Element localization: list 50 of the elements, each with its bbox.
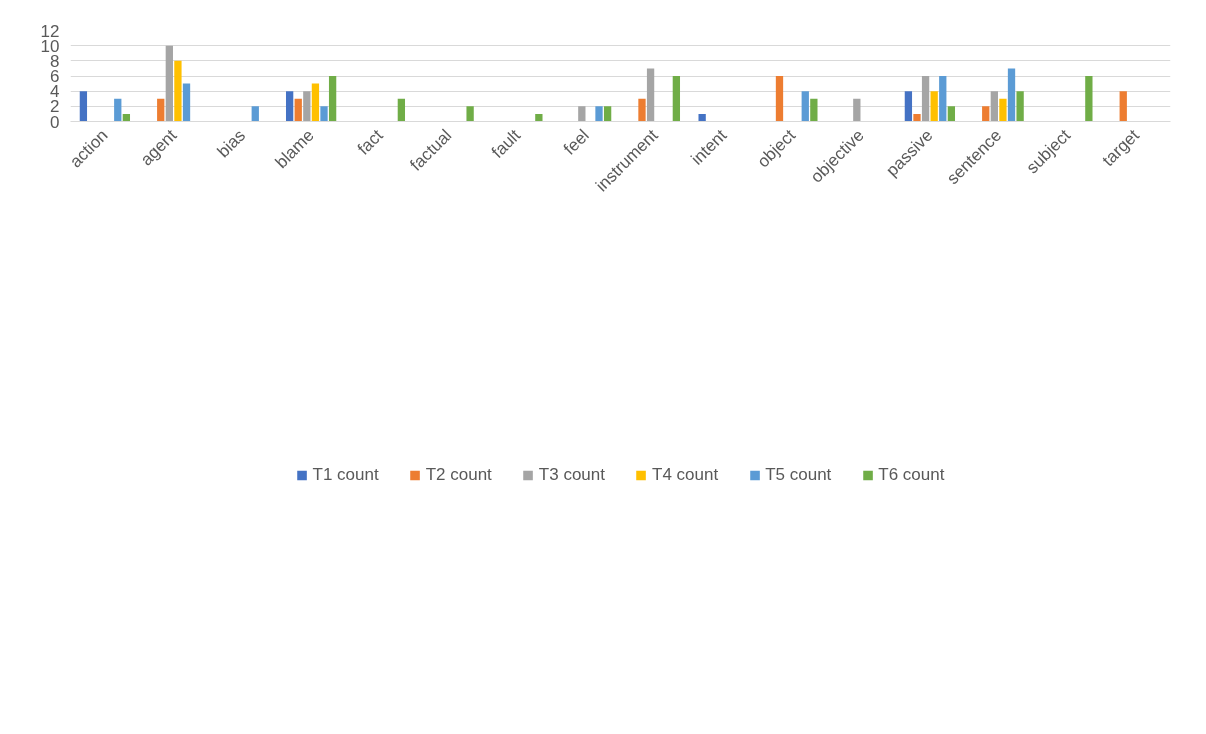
bar bbox=[853, 98, 861, 122]
legend-label: T1 count bbox=[312, 465, 379, 485]
bar bbox=[294, 98, 302, 122]
bar bbox=[775, 76, 784, 122]
bar bbox=[646, 68, 655, 122]
bar bbox=[1016, 91, 1024, 122]
legend-label: T6 count bbox=[878, 465, 945, 485]
legend-label: T2 count bbox=[425, 465, 492, 485]
bar bbox=[397, 98, 406, 122]
x-tick-label: feel bbox=[560, 125, 593, 159]
bar bbox=[801, 91, 809, 122]
bar bbox=[157, 98, 165, 122]
bar bbox=[466, 106, 474, 122]
x-tick-label: fault bbox=[487, 125, 525, 162]
bar bbox=[303, 91, 311, 122]
bar bbox=[999, 98, 1007, 122]
bar bbox=[1119, 91, 1127, 122]
bar bbox=[578, 106, 586, 122]
bar bbox=[990, 91, 998, 122]
bar bbox=[810, 98, 818, 122]
bar bbox=[913, 113, 921, 122]
bar bbox=[328, 76, 337, 122]
bar bbox=[638, 98, 646, 122]
bar bbox=[947, 106, 956, 122]
bar bbox=[320, 106, 328, 122]
bar bbox=[698, 113, 706, 122]
bar bbox=[535, 113, 543, 122]
bar bbox=[930, 91, 938, 122]
bar bbox=[114, 98, 122, 122]
bar bbox=[939, 76, 947, 122]
legend-label: T5 count bbox=[765, 465, 832, 485]
bar bbox=[982, 106, 990, 122]
bar bbox=[672, 76, 681, 122]
legend-label: T3 count bbox=[538, 465, 605, 485]
bar bbox=[311, 83, 320, 122]
bar bbox=[1007, 68, 1016, 122]
bar bbox=[921, 76, 930, 122]
bar bbox=[182, 83, 191, 122]
bar bbox=[79, 91, 88, 122]
bar bbox=[251, 106, 259, 122]
bar bbox=[595, 106, 603, 122]
bar bbox=[1085, 76, 1093, 122]
x-tick-label: fact bbox=[353, 125, 387, 159]
bar bbox=[165, 45, 173, 122]
legend-label: T4 count bbox=[652, 465, 719, 485]
x-tick-label: bias bbox=[213, 125, 250, 162]
bar bbox=[285, 91, 294, 122]
bar bbox=[603, 106, 612, 122]
bar bbox=[174, 60, 182, 122]
bar bbox=[904, 91, 913, 122]
